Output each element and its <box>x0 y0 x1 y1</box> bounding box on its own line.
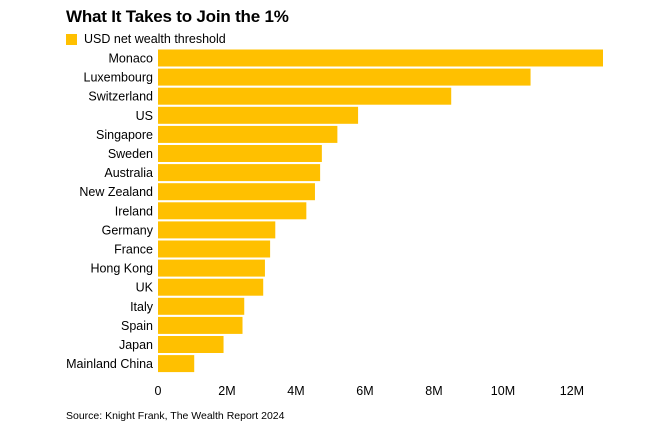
category-label-australia: Australia <box>104 166 153 180</box>
bar-mainland-china <box>158 355 195 373</box>
bar-us <box>158 106 359 124</box>
category-label-uk: UK <box>136 281 154 295</box>
category-label-sweden: Sweden <box>108 147 153 161</box>
bar-luxembourg <box>158 68 531 86</box>
bar-monaco <box>158 49 603 67</box>
source-note: Source: Knight Frank, The Wealth Report … <box>66 410 285 422</box>
legend: USD net wealth threshold <box>66 32 226 46</box>
bar-france <box>158 240 271 258</box>
x-tick-label: 6M <box>356 384 373 398</box>
x-tick-label: 12M <box>560 384 584 398</box>
category-label-germany: Germany <box>102 223 154 237</box>
legend-label: USD net wealth threshold <box>84 32 226 46</box>
x-tick-label: 4M <box>287 384 304 398</box>
bar-switzerland <box>158 87 452 105</box>
bar-germany <box>158 221 276 239</box>
bar-japan <box>158 336 224 353</box>
bar-singapore <box>158 125 338 143</box>
x-tick-label: 2M <box>218 384 235 398</box>
legend-swatch <box>66 33 77 45</box>
bar-sweden <box>158 145 322 162</box>
bar-ireland <box>158 202 307 220</box>
bar-spain <box>158 316 243 334</box>
bar-new-zealand <box>158 183 315 201</box>
category-label-mainland-china: Mainland China <box>66 357 153 371</box>
x-tick-label: 8M <box>425 384 442 398</box>
bar-australia <box>158 164 321 182</box>
category-label-new-zealand: New Zealand <box>79 185 153 199</box>
bar-uk <box>158 278 264 296</box>
x-tick-label: 0 <box>155 384 162 398</box>
category-label-luxembourg: Luxembourg <box>84 71 154 85</box>
bar-hong-kong <box>158 259 265 277</box>
category-label-hong-kong: Hong Kong <box>90 262 153 276</box>
category-label-switzerland: Switzerland <box>88 90 153 104</box>
category-label-us: US <box>136 109 153 123</box>
x-tick-label: 10M <box>491 384 515 398</box>
category-label-spain: Spain <box>121 319 153 333</box>
category-label-monaco: Monaco <box>109 52 154 66</box>
category-label-france: France <box>114 243 153 257</box>
category-label-italy: Italy <box>130 300 154 314</box>
category-label-japan: Japan <box>119 338 153 352</box>
chart-title: What It Takes to Join the 1% <box>66 7 289 26</box>
bar-italy <box>158 297 245 315</box>
category-label-ireland: Ireland <box>115 204 153 218</box>
category-label-singapore: Singapore <box>96 128 153 142</box>
